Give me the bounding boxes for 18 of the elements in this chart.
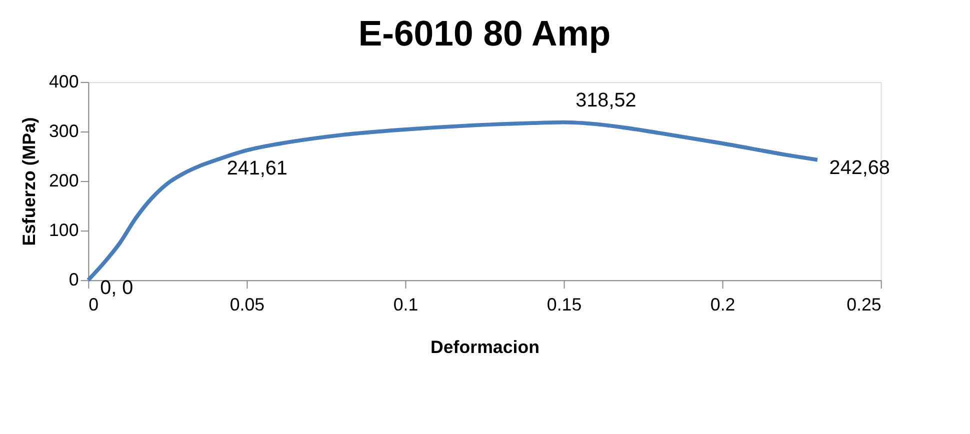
y-tick-label: 100: [49, 220, 79, 240]
x-tick-label: 0.1: [393, 294, 418, 314]
y-tick-label: 400: [49, 71, 79, 92]
data-label: 0, 0: [100, 276, 134, 299]
x-tick-label: 0.15: [546, 294, 582, 314]
chart-title: E-6010 80 Amp: [358, 13, 611, 54]
y-tick-label: 300: [49, 120, 79, 141]
y-tick-label: 200: [49, 170, 79, 190]
x-tick-label: 0: [88, 294, 99, 314]
x-tick-label: 0.25: [846, 294, 882, 314]
x-tick-label: 0.05: [230, 294, 265, 314]
y-tick-label: 0: [68, 270, 79, 290]
data-label: 241,61: [226, 157, 288, 180]
data-label: 242,68: [829, 156, 890, 179]
y-axis-title: Esfuerzo (MPa): [19, 117, 40, 246]
data-label: 318,52: [576, 89, 636, 112]
x-tick-label: 0.2: [710, 294, 736, 314]
x-axis-title: Deformacion: [430, 336, 540, 357]
